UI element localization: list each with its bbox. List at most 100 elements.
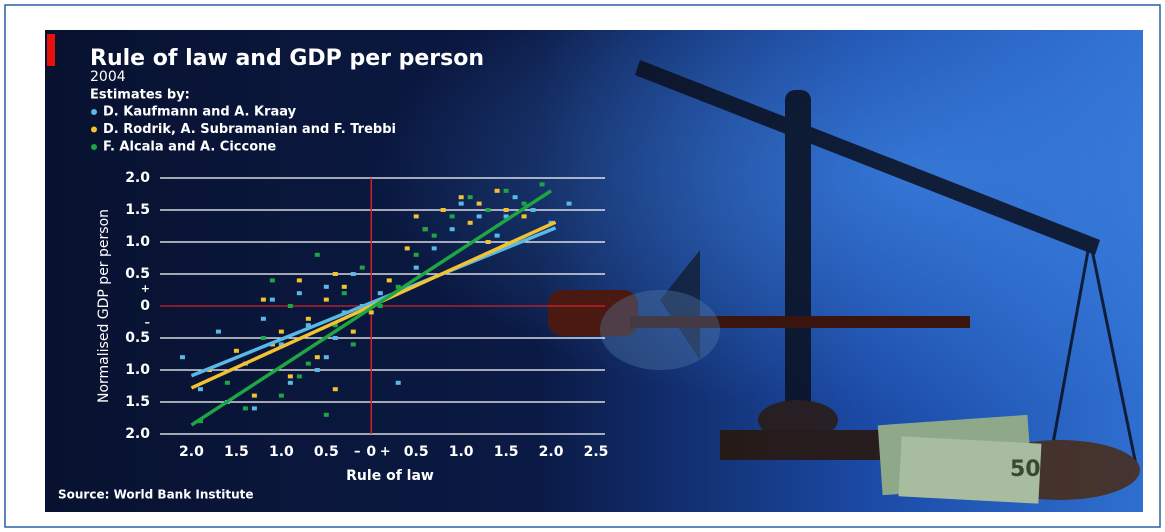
scatter-point — [278, 342, 284, 347]
trend-line — [190, 189, 553, 427]
scatter-point — [287, 374, 293, 379]
x-tick-label: 2.0 — [539, 444, 564, 460]
scatter-point — [215, 329, 221, 334]
scatter-point — [197, 387, 203, 392]
scatter-point — [449, 227, 455, 232]
scatter-point — [251, 406, 257, 411]
x-tick-label: 1.5 — [224, 444, 249, 460]
x-sign-label: + — [380, 445, 391, 460]
scatter-point — [503, 208, 509, 212]
scatter-point — [413, 265, 419, 270]
scatter-point — [323, 412, 329, 417]
scatter-point — [341, 291, 347, 296]
y-sign-label: – — [145, 316, 151, 329]
y-tick-label: 1.0 — [125, 362, 150, 378]
y-tick-label: 1.0 — [125, 234, 150, 250]
scatter-point — [179, 355, 185, 360]
scatter-point — [458, 201, 464, 206]
y-tick-label: 2.0 — [125, 170, 150, 186]
scatter-point — [233, 348, 239, 353]
scatter-point — [314, 252, 320, 257]
x-axis-label: Rule of law — [346, 468, 434, 484]
scatter-point — [539, 182, 545, 187]
scatter-point — [305, 316, 311, 321]
scatter-point — [305, 323, 311, 328]
scatter-point — [422, 227, 428, 232]
scatter-point — [296, 291, 302, 296]
scatter-point — [278, 393, 284, 398]
scatter-point — [224, 380, 230, 385]
photo-gavel — [548, 290, 970, 370]
legend-title: Estimates by: — [90, 88, 190, 103]
scatter-point — [332, 323, 338, 328]
x-tick-label: 0.5 — [314, 444, 339, 460]
scatter-point — [476, 214, 482, 219]
scatter-point — [296, 374, 302, 379]
scatter-point — [350, 272, 356, 276]
x-sign-label: – — [354, 445, 361, 460]
scatter-point — [260, 297, 266, 302]
chart-subtitle: 2004 — [90, 69, 126, 85]
y-tick-label: 2.0 — [125, 426, 150, 442]
legend-swatch — [91, 126, 97, 133]
scatter-point — [332, 387, 338, 392]
scatter-point — [521, 201, 527, 206]
scatter-point — [323, 284, 329, 289]
scatter-point — [323, 297, 329, 302]
scatter-point — [494, 233, 500, 238]
scatter-point — [467, 220, 473, 225]
scatter-point — [566, 201, 572, 206]
scatter-point — [242, 406, 248, 411]
scatter-point — [413, 214, 419, 219]
chart-title: Rule of law and GDP per person — [90, 46, 484, 71]
scatter-point — [431, 233, 437, 238]
scatter-point — [377, 304, 383, 308]
y-tick-label: 0.5 — [125, 330, 150, 346]
x-tick-label: 1.5 — [494, 444, 519, 460]
scatter-point — [530, 208, 536, 212]
legend-swatch — [91, 144, 97, 150]
scatter-point — [251, 393, 257, 398]
scatter-point — [512, 195, 518, 200]
y-tick-label: 0 — [140, 298, 150, 314]
x-tick-label: 1.0 — [449, 444, 474, 460]
legend-label: D. Rodrik, A. Subramanian and F. Trebbi — [103, 122, 396, 137]
scatter-point — [368, 310, 374, 315]
scatter-point — [269, 278, 275, 283]
x-tick-label: 0.5 — [404, 444, 429, 460]
x-tick-label: 0 — [366, 444, 376, 460]
scatter-point — [386, 278, 392, 283]
scatter-point — [350, 329, 356, 334]
scatter-point — [341, 284, 347, 289]
y-tick-label: 1.5 — [125, 202, 150, 218]
scatter-point — [287, 380, 293, 385]
legend-swatch — [91, 109, 97, 115]
scatter-point — [305, 361, 311, 366]
scatter-point — [494, 188, 500, 193]
x-tick-label: 2.5 — [584, 444, 609, 460]
scatter-point — [395, 284, 401, 289]
frame — [4, 4, 1161, 528]
scatter-point — [404, 246, 410, 251]
x-tick-label: 2.0 — [179, 444, 204, 460]
scatter-point — [377, 291, 383, 296]
scatter-point — [440, 208, 446, 212]
y-sign-label: + — [141, 282, 150, 295]
legend-label: D. Kaufmann and A. Kraay — [103, 105, 297, 120]
legend-label: F. Alcala and A. Ciccone — [103, 140, 276, 155]
scatter-point — [449, 214, 455, 219]
scatter-point — [260, 316, 266, 321]
scatter-point — [296, 278, 302, 283]
scatter-point — [287, 304, 293, 308]
trend-line — [190, 226, 557, 378]
y-tick-label: 1.5 — [125, 394, 150, 410]
scatter-point — [359, 265, 365, 270]
scatter-point — [503, 214, 509, 219]
scatter-point — [503, 188, 509, 193]
scatter-point — [269, 297, 275, 302]
money-deco: 50 — [1010, 457, 1041, 482]
scatter-point — [485, 208, 491, 212]
scatter-point — [431, 246, 437, 251]
x-tick-label: 1.0 — [269, 444, 294, 460]
